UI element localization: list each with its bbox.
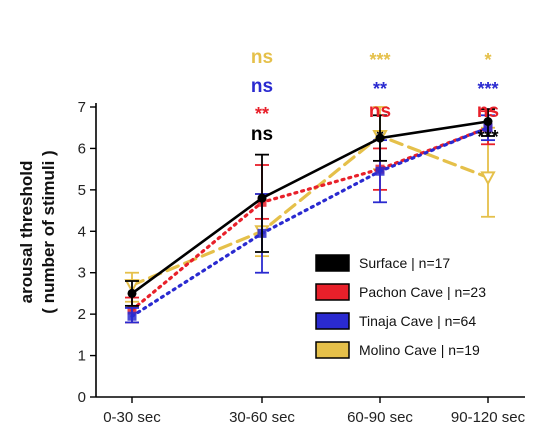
y-tick-label: 2 — [78, 306, 86, 323]
data-point — [480, 171, 496, 186]
series-1 — [125, 108, 495, 307]
legend-swatch — [315, 312, 350, 330]
y-axis-title: arousal threshold ( number of stimuli ) — [17, 150, 58, 313]
significance-label: ns — [251, 124, 273, 145]
y-tick-label: 1 — [78, 348, 86, 365]
significance-label: ns — [251, 76, 273, 97]
y-tick-label: 5 — [78, 182, 86, 199]
legend: Surface | n=17 Pachon Cave | n=23 Tinaja C… — [315, 254, 486, 359]
x-tick-label: 0-30 sec — [103, 409, 161, 426]
data-point — [127, 311, 137, 321]
series-line — [130, 126, 490, 318]
legend-item-4: Molino Cave | n=19 — [315, 341, 480, 359]
significance-label: ns — [369, 101, 391, 122]
x-tick-label: 90-120 sec — [451, 409, 526, 426]
series-line — [130, 134, 490, 287]
legend-label: Tinaja Cave | n=64 — [359, 313, 476, 329]
significance-label: *** — [477, 127, 498, 147]
legend-swatch — [315, 254, 350, 272]
legend-swatch — [315, 283, 350, 301]
significance-label: ns — [477, 101, 499, 122]
legend-label: Surface | n=17 — [359, 255, 450, 271]
y-tick-label: 6 — [78, 140, 86, 157]
y-tick-label: 7 — [78, 99, 86, 116]
significance-label: ** — [373, 79, 387, 99]
data-point — [257, 193, 267, 203]
x-tick-label: 30-60 sec — [229, 409, 295, 426]
series-4 — [124, 106, 496, 303]
legend-item-1: Surface | n=17 — [315, 254, 450, 272]
data-point — [375, 133, 385, 143]
data-point — [375, 166, 385, 176]
data-point — [127, 288, 137, 298]
y-tick-label: 3 — [78, 265, 86, 282]
y-axis-label: arousal threshold — [17, 161, 36, 304]
y-axis-label-line2: ( number of stimuli ) — [39, 150, 58, 313]
series-line — [130, 120, 490, 295]
legend-item-2: Pachon Cave | n=23 — [315, 283, 486, 301]
significance-label: ** — [255, 104, 269, 124]
x-tick-label: 60-90 sec — [347, 409, 413, 426]
significance-label: * — [376, 127, 383, 147]
legend-item-3: Tinaja Cave | n=64 — [315, 312, 476, 330]
y-tick-label: 4 — [78, 223, 86, 240]
significance-label: * — [484, 50, 491, 70]
legend-swatch — [315, 341, 350, 359]
axes: 0 1 2 3 4 5 6 7 0-30 sec 30-60 sec 60-90 sec 90-120… — [78, 99, 526, 426]
significance-label: *** — [477, 79, 498, 99]
legend-label: Pachon Cave | n=23 — [359, 284, 486, 300]
significance-label: ns — [251, 47, 273, 68]
significance-label: *** — [369, 50, 390, 70]
data-point — [483, 117, 493, 126]
legend-label: Molino Cave | n=19 — [359, 342, 480, 358]
series-layer — [124, 106, 496, 324]
y-tick-label: 0 — [78, 389, 86, 406]
